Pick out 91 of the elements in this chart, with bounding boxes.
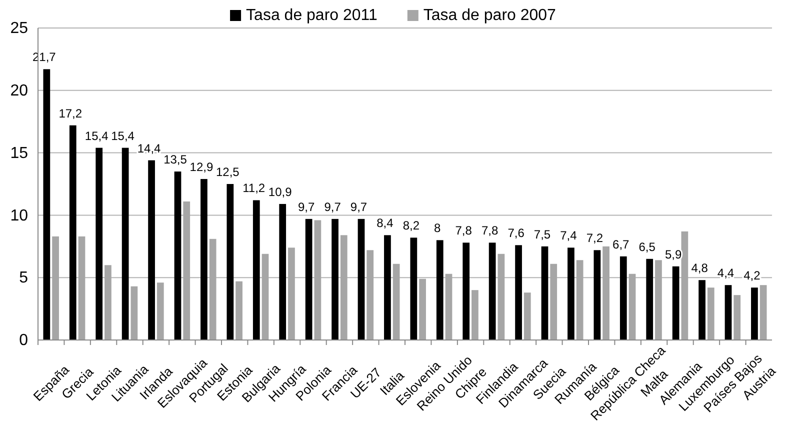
bar	[104, 265, 112, 340]
bar	[392, 264, 400, 340]
bar	[620, 256, 627, 340]
bar	[305, 218, 312, 340]
legend-label: Tasa de paro 2011	[246, 7, 378, 24]
data-label: 8	[434, 221, 442, 236]
bar	[288, 248, 295, 340]
bar	[156, 282, 164, 340]
bar	[236, 281, 242, 340]
bar	[462, 242, 470, 340]
bar	[69, 125, 76, 340]
data-label: 14,4	[137, 141, 162, 156]
bar	[472, 290, 478, 340]
bar	[209, 238, 216, 340]
bar	[78, 236, 86, 340]
bar	[332, 218, 338, 340]
data-label: 10,9	[268, 184, 292, 199]
bar	[498, 254, 505, 340]
data-label: 8,2	[402, 218, 420, 233]
bar	[52, 236, 59, 340]
data-label: 12,9	[190, 160, 214, 174]
data-label: 7,8	[481, 224, 498, 238]
data-label: 15,4	[111, 128, 135, 143]
bar	[734, 295, 741, 340]
bar	[698, 280, 706, 340]
data-label: 5,9	[664, 247, 682, 262]
bar	[410, 238, 418, 340]
data-label: 15,4	[84, 128, 109, 143]
bar	[122, 148, 129, 340]
legend-label: Tasa de paro 2007	[423, 7, 556, 24]
y-tick-label: 20	[10, 82, 28, 100]
bar	[751, 288, 758, 340]
bar	[594, 250, 601, 340]
bar	[707, 288, 714, 340]
bar	[314, 220, 322, 340]
bar	[576, 260, 584, 340]
bar	[252, 200, 260, 340]
bar	[262, 254, 269, 340]
bar	[279, 204, 286, 340]
y-tick-label: 25	[10, 20, 28, 38]
bar	[541, 246, 548, 340]
data-label: 7,6	[508, 226, 525, 240]
bar	[655, 260, 662, 340]
bar	[628, 274, 636, 340]
bar	[226, 184, 234, 340]
bar	[488, 242, 496, 340]
data-label: 9,7	[350, 200, 368, 214]
data-label: 9,7	[298, 200, 315, 214]
bar	[568, 248, 574, 340]
bar	[43, 69, 50, 340]
data-label: 7,2	[586, 231, 604, 246]
data-label: 7,8	[455, 224, 472, 238]
bar	[200, 179, 208, 340]
bar	[174, 172, 182, 340]
data-label: 13,5	[164, 152, 188, 167]
data-label: 6,7	[612, 237, 630, 252]
bar	[340, 235, 348, 340]
data-label: 7,5	[534, 227, 551, 242]
y-tick-label: 10	[10, 207, 28, 224]
bar	[445, 274, 452, 340]
y-tick-label: 0	[19, 332, 28, 350]
data-label: 4,8	[691, 261, 708, 276]
data-label: 17,2	[58, 106, 82, 120]
data-label: 6,5	[638, 240, 656, 254]
data-label: 7,4	[560, 228, 578, 243]
data-label: 4,2	[744, 268, 761, 283]
bar	[366, 250, 374, 340]
data-label: 12,5	[216, 165, 240, 179]
bar	[96, 148, 103, 340]
bar	[550, 264, 558, 340]
bar	[515, 245, 522, 340]
bar	[436, 240, 444, 340]
y-tick-label: 15	[10, 144, 28, 162]
bar	[130, 286, 138, 340]
bar	[646, 258, 654, 340]
bar	[384, 235, 391, 340]
bar	[681, 231, 688, 340]
bar	[760, 285, 767, 340]
data-label: 9,7	[324, 200, 342, 214]
bar	[672, 266, 680, 340]
data-label: 11,2	[242, 181, 266, 196]
data-label: 4,4	[717, 266, 734, 280]
bar	[602, 246, 610, 340]
data-label: 8,4	[376, 216, 394, 230]
bar	[358, 218, 365, 340]
y-tick-label: 5	[19, 270, 28, 287]
bar	[524, 292, 531, 340]
bar	[183, 201, 190, 340]
bar	[419, 278, 426, 340]
bar	[724, 285, 732, 340]
bar	[148, 160, 155, 340]
